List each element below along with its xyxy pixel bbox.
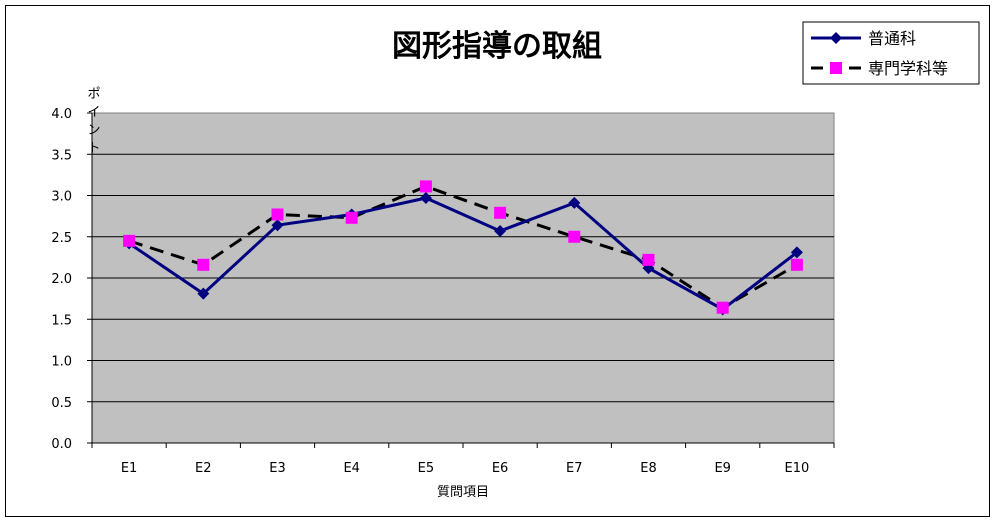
y-axis-title-char: ポ	[87, 87, 100, 102]
x-tick-label: E7	[566, 461, 583, 476]
axes: 0.0 0.5 1.0 1.5 2.0 2.5 3.0 3.5 4.0 E1 E2 E3 E4 E5 E6 E…	[51, 107, 835, 476]
legend-marker-futsuka	[830, 32, 842, 44]
series-layer	[123, 180, 803, 316]
series-line-senmon	[128, 184, 798, 310]
x-tick-label: E4	[343, 461, 360, 476]
legend-marker-senmon	[830, 62, 842, 74]
marker-senmon	[345, 211, 358, 224]
grid-lines	[92, 153, 834, 403]
y-tick-label: 1.0	[51, 355, 72, 370]
y-tick-label: 1.5	[51, 313, 72, 328]
marker-senmon	[419, 180, 432, 193]
marker-senmon	[716, 301, 729, 314]
x-axis-title: 質問項目	[437, 485, 489, 500]
marker-futsuka	[197, 287, 210, 300]
series-line-futsuka	[128, 196, 798, 312]
y-axis-title-char: ト	[87, 141, 100, 156]
marker-senmon	[568, 230, 581, 243]
marker-futsuka	[494, 224, 507, 237]
legend-label-futsuka: 普通科	[868, 29, 916, 48]
marker-senmon	[123, 234, 136, 247]
marker-futsuka	[568, 196, 581, 209]
y-axis-title-char: ン	[87, 123, 100, 138]
y-tick-label: 3.5	[51, 148, 72, 163]
x-tick-label: E3	[269, 461, 286, 476]
x-tick-label: E2	[195, 461, 212, 476]
x-tick-label: E5	[418, 461, 435, 476]
marker-senmon	[790, 258, 803, 271]
marker-senmon	[197, 258, 210, 271]
marker-futsuka	[790, 246, 803, 259]
x-tick-label: E8	[640, 461, 657, 476]
chart-title: 図形指導の取組	[392, 29, 602, 64]
y-axis-title-char: イ	[87, 105, 100, 120]
legend-label-senmon: 専門学科等	[868, 59, 948, 78]
marker-senmon	[494, 206, 507, 219]
y-tick-label: 2.0	[51, 272, 72, 287]
y-tick-label: 0.5	[51, 396, 72, 411]
y-tick-label: 2.5	[51, 231, 72, 246]
x-tick-label: E1	[121, 461, 138, 476]
x-tick-label: E9	[714, 461, 731, 476]
marker-senmon	[642, 253, 655, 266]
marker-futsuka	[271, 219, 284, 232]
y-tick-label: 4.0	[51, 107, 72, 122]
y-tick-label: 3.0	[51, 190, 72, 205]
x-tick-label: E10	[785, 461, 810, 476]
marker-senmon	[271, 208, 284, 221]
x-tick-label: E6	[492, 461, 509, 476]
marker-futsuka	[419, 191, 432, 204]
y-tick-label: 0.0	[51, 437, 72, 452]
